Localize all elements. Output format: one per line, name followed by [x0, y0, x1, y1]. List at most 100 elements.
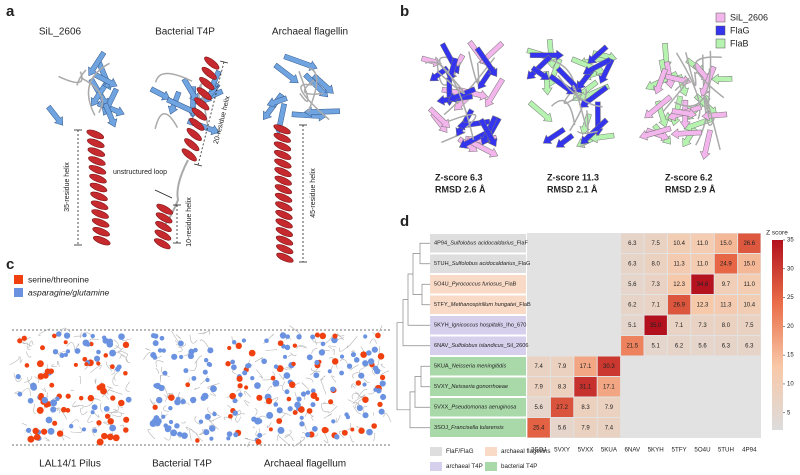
residue: [353, 357, 360, 363]
residue: [334, 434, 340, 440]
row-label-part: _FlaB: [501, 282, 517, 288]
backbone: [234, 416, 242, 423]
backbone: [57, 361, 60, 367]
residue: [202, 369, 208, 375]
residue: [328, 399, 334, 405]
beta-strand: [542, 126, 566, 144]
backbone: [112, 376, 119, 386]
backbone: [101, 388, 111, 398]
backbone: [21, 388, 32, 397]
backbone: [254, 357, 264, 363]
dendrogram: [412, 253, 422, 295]
residue: [74, 348, 81, 354]
backbone: [338, 430, 345, 439]
cell-label: 7.3: [652, 282, 661, 288]
residue: [279, 332, 287, 339]
backbone: [19, 356, 23, 363]
cell-label: 10.4: [743, 302, 755, 308]
cell-label: 31.1: [580, 384, 592, 390]
residue: [289, 381, 296, 388]
backbone: [347, 399, 356, 404]
row-label-part: 3SOJ_: [434, 425, 452, 431]
residue: [376, 388, 382, 394]
residue: [323, 427, 329, 433]
measure-cap: [194, 163, 202, 167]
residue: [90, 333, 95, 339]
residue: [299, 421, 305, 427]
measure-cap: [220, 60, 228, 64]
cell-label: 11.0: [744, 282, 756, 288]
beta-strand: [93, 72, 118, 88]
helix-turn: [181, 148, 197, 162]
dendrogram: [421, 283, 430, 306]
residue: [116, 364, 122, 370]
residue: [379, 380, 386, 387]
backbone: [155, 368, 159, 374]
residue: [272, 379, 280, 387]
residue: [168, 405, 173, 411]
residue: [294, 401, 301, 409]
residue: [103, 405, 110, 412]
cell-label: 12.3: [673, 282, 685, 288]
loop: [675, 52, 701, 120]
residue: [195, 438, 200, 443]
residue: [50, 406, 57, 413]
backbone: [69, 419, 79, 425]
rmsd: RMSD 2.6 Å: [435, 184, 486, 194]
residue: [45, 416, 53, 424]
residue: [94, 355, 101, 362]
backbone: [297, 345, 308, 349]
z-score: Z-score 6.3: [435, 172, 483, 182]
residue: [158, 384, 165, 392]
row-label-part: Sulfolobus islandicus: [451, 343, 503, 349]
residue: [375, 332, 381, 339]
heatmap-cell: [738, 254, 761, 274]
row-label-part: Pseudomonas aeruginosa: [451, 405, 516, 411]
z-score: Z-score 6.2: [665, 172, 713, 182]
backbone: [352, 371, 359, 379]
row-label-part: _FlaB: [515, 302, 531, 308]
loop: [80, 77, 104, 114]
residue: [21, 335, 27, 341]
backbone: [80, 408, 88, 415]
helix-turn: [274, 192, 293, 203]
column-label: 5O4U: [694, 447, 710, 454]
heatmap-cell: [597, 418, 621, 438]
residue: [277, 340, 284, 347]
cell-label: 15.0: [743, 261, 755, 267]
residue: [310, 334, 316, 340]
residue: [106, 340, 114, 348]
backbone: [293, 439, 302, 447]
structure-title: Bacterial T4P: [155, 27, 215, 38]
residue: [209, 436, 214, 441]
dendrogram: [420, 365, 430, 388]
heatmap-cell: [644, 336, 667, 356]
loop: [58, 71, 83, 84]
cell-label: 7.3: [698, 323, 707, 329]
annotation: 45-residue helix: [310, 168, 317, 218]
backbone: [111, 412, 122, 417]
loop: [705, 97, 721, 150]
residue: [350, 351, 357, 358]
residue: [287, 406, 293, 412]
residue: [110, 395, 116, 401]
residue: [190, 396, 197, 404]
cell-label: 7.9: [558, 364, 567, 370]
residue: [61, 406, 67, 413]
backbone: [349, 435, 355, 443]
backbone: [75, 343, 80, 349]
residue: [85, 342, 91, 347]
helix-turn: [275, 227, 293, 237]
backbone: [38, 328, 51, 336]
backbone: [332, 348, 335, 356]
loop: [447, 113, 477, 129]
backbone: [175, 334, 182, 340]
residue: [37, 373, 45, 380]
beta-strand: [102, 102, 118, 128]
residue: [82, 332, 87, 338]
backbone: [254, 408, 258, 416]
legend-swatch: [14, 275, 23, 284]
heatmap-cell: [667, 295, 691, 315]
backbone: [21, 422, 27, 426]
loop: [303, 79, 324, 95]
